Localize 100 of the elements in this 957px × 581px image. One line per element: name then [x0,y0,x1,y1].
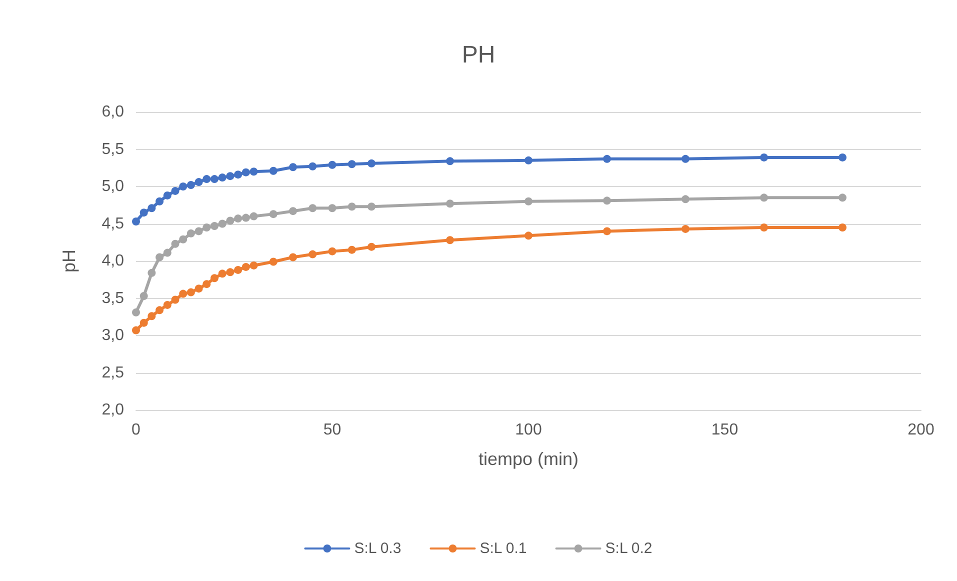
point [163,248,172,257]
point [269,258,278,266]
point [328,247,336,256]
point [202,223,211,232]
chart-title: PH [462,42,496,68]
point [140,292,148,300]
point [140,318,148,327]
point [202,175,211,184]
point [250,212,258,220]
point [156,306,164,314]
point [179,290,188,298]
x-tick-label: 200 [908,422,934,438]
point [218,174,226,182]
y-tick-label: 4,5 [102,215,124,232]
point [132,218,140,226]
point [308,250,317,258]
point [308,204,317,212]
point [148,312,156,320]
point [838,223,846,232]
point [524,156,532,164]
point [194,178,203,186]
point [163,300,172,309]
point [269,210,278,218]
point [148,204,156,212]
point [132,308,140,316]
point [328,204,336,212]
point [348,160,356,168]
point [210,274,218,282]
point [368,159,376,168]
point [838,194,846,202]
point [348,246,356,254]
point [132,326,140,334]
point [368,202,376,211]
point [148,268,156,277]
point [838,153,846,162]
point [289,207,297,216]
y-tick-label: 3,5 [102,290,124,307]
point [226,216,234,225]
point [218,270,226,278]
point [234,170,242,179]
point [234,266,242,274]
point [269,166,278,175]
point [308,162,317,170]
point [760,223,768,232]
point [682,154,690,163]
point [171,296,180,304]
x-tick-label: 150 [711,422,738,438]
x-tick-label: 0 [132,422,141,438]
point [194,284,203,293]
point [202,280,211,288]
point [156,253,164,262]
point [179,235,188,244]
point [328,160,336,169]
point [446,200,454,208]
point [210,222,218,230]
legend-label: S:L 0.1 [480,540,527,557]
point [210,175,218,184]
point [186,181,195,190]
x-tick-label: 50 [323,422,342,438]
point [156,197,164,206]
point [250,261,258,270]
point [242,262,250,271]
point [140,208,148,217]
point [163,191,172,200]
point [194,227,203,236]
y-tick-label: 3,0 [102,327,124,344]
point [186,288,195,296]
y-tick-label: 4,0 [102,252,124,270]
y-tick-label: 2,0 [102,402,124,418]
point [179,182,188,190]
point [218,220,226,228]
point [348,202,356,211]
point [760,153,768,162]
point [760,194,768,202]
y-tick-label: 6,0 [102,104,124,120]
y-tick-label: 5,0 [102,178,124,195]
point [186,229,195,238]
point [242,214,250,222]
x-tick-label: 100 [515,422,542,438]
point [171,186,180,195]
point [446,157,454,166]
point [603,196,611,205]
point [524,197,532,206]
point [446,236,454,244]
x-axis-title: tiempo (min) [478,449,579,469]
point [289,163,297,172]
point [368,242,376,251]
point [603,154,611,163]
point [603,227,611,236]
y-tick-label: 2,5 [102,364,124,382]
point [682,224,690,233]
point [234,214,242,223]
legend-label: S:L 0.3 [354,540,402,557]
point [524,232,532,240]
point [226,268,234,276]
legend-label: S:L 0.2 [605,540,652,557]
point [250,168,258,176]
point [226,172,234,180]
point [242,168,250,176]
point [682,195,690,204]
